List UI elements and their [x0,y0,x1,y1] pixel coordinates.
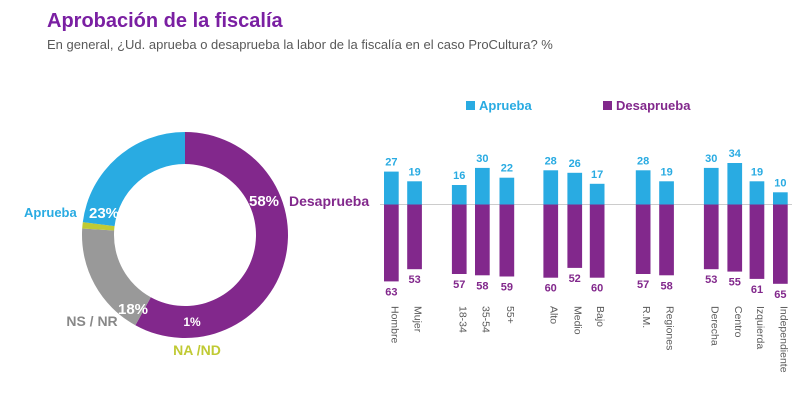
svg-text:55+: 55+ [504,306,516,324]
svg-text:17: 17 [591,169,603,181]
svg-text:Centro: Centro [732,306,744,338]
svg-text:28: 28 [637,155,649,167]
svg-text:16: 16 [453,170,465,182]
svg-text:Medio: Medio [572,306,584,335]
svg-text:58: 58 [660,280,672,292]
svg-text:Alto: Alto [548,306,560,324]
svg-text:34: 34 [729,148,742,160]
svg-text:Regiones: Regiones [664,306,676,350]
svg-text:27: 27 [385,157,397,169]
svg-text:Mujer: Mujer [412,306,424,333]
svg-text:19: 19 [408,166,420,178]
svg-text:10: 10 [774,177,786,189]
svg-text:60: 60 [545,283,557,295]
svg-text:Bajo: Bajo [594,306,606,327]
svg-text:35-54: 35-54 [479,306,491,333]
svg-text:Izquierda: Izquierda [754,306,766,349]
svg-text:59: 59 [501,282,513,294]
svg-text:57: 57 [453,279,465,291]
svg-text:Hombre: Hombre [388,306,400,344]
svg-text:26: 26 [569,158,581,170]
svg-text:53: 53 [408,274,420,286]
svg-text:30: 30 [476,153,488,165]
svg-text:Derecha: Derecha [708,306,720,346]
svg-text:65: 65 [774,289,786,301]
svg-text:18-34: 18-34 [456,306,468,333]
svg-text:55: 55 [729,277,741,289]
svg-text:60: 60 [591,283,603,295]
svg-text:61: 61 [751,284,763,296]
svg-text:58: 58 [476,280,488,292]
svg-text:63: 63 [385,286,397,298]
svg-text:28: 28 [545,155,557,167]
svg-text:53: 53 [705,274,717,286]
svg-text:19: 19 [751,166,763,178]
svg-text:57: 57 [637,279,649,291]
svg-text:Independiente: Independiente [777,306,789,373]
svg-text:19: 19 [660,166,672,178]
svg-text:52: 52 [569,273,581,285]
svg-text:22: 22 [501,163,513,175]
svg-text:30: 30 [705,153,717,165]
svg-text:R.M.: R.M. [640,306,652,328]
